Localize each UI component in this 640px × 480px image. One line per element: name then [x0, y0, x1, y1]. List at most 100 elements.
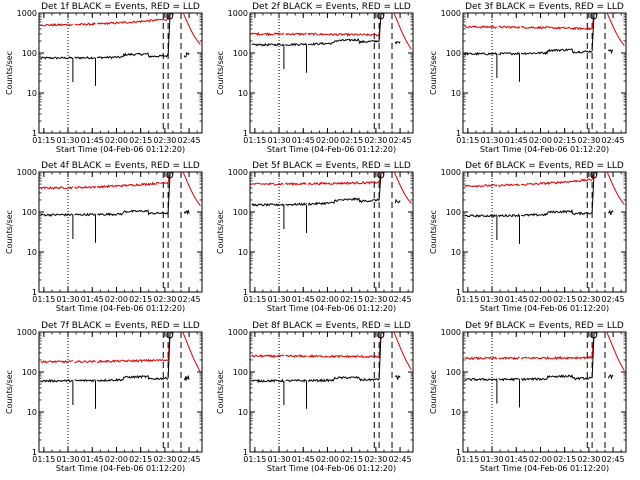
x-tick-label: 02:45	[178, 455, 201, 464]
x-tick-label: 02:45	[389, 295, 412, 304]
y-tick-label: 100	[22, 49, 37, 58]
x-tick-label: 01:15	[32, 455, 55, 464]
y-axis-label: Counts/sec	[429, 210, 438, 254]
lld-series-line	[40, 185, 74, 190]
x-tick-label: 01:30	[481, 295, 504, 304]
y-tick-label: 1	[32, 448, 37, 457]
events-series-line	[74, 212, 96, 217]
y-axis-label: Counts/sec	[216, 210, 225, 254]
x-tick-label: 02:15	[553, 455, 576, 464]
x-tick-label: 01:15	[32, 136, 55, 145]
x-axis-label: Start Time (04-Feb-06 01:12:20)	[267, 304, 396, 313]
x-tick-label: 01:15	[456, 455, 479, 464]
lld-series-line	[464, 183, 498, 188]
y-tick-label: 100	[446, 368, 461, 377]
panel-title: Det 2f BLACK = Events, RED = LLD	[252, 2, 411, 12]
events-series-line	[498, 377, 520, 382]
y-tick-label: 1	[243, 448, 248, 457]
x-tick-label: 02:30	[153, 455, 176, 464]
x-tick-label: 01:45	[292, 136, 315, 145]
plot-frame	[249, 331, 414, 453]
x-tick-label: 01:15	[243, 295, 266, 304]
x-tick-label: 02:30	[577, 136, 600, 145]
events-series-line	[498, 51, 520, 56]
events-series-line	[307, 197, 380, 206]
x-axis-label: Start Time (04-Feb-06 01:12:20)	[267, 145, 396, 154]
x-tick-label: 02:30	[364, 295, 387, 304]
y-tick-label: 10	[238, 248, 248, 257]
events-series-line	[40, 212, 73, 217]
x-tick-label: 01:15	[243, 455, 266, 464]
x-tick-label: 02:00	[316, 455, 339, 464]
x-tick-label: 02:00	[105, 136, 128, 145]
plot-frame	[38, 331, 203, 453]
lld-series-line	[96, 17, 169, 26]
lld-series-line	[307, 32, 380, 37]
x-tick-label: 02:45	[178, 295, 201, 304]
y-tick-label: 1000	[228, 9, 248, 18]
y-tick-label: 10	[451, 89, 461, 98]
events-series-line	[251, 378, 284, 384]
x-tick-label: 01:45	[292, 455, 315, 464]
plot-frame	[249, 171, 414, 293]
lld-decay-line	[606, 171, 625, 205]
events-series-line	[307, 375, 380, 383]
events-series-line	[40, 56, 74, 60]
y-tick-label: 1	[32, 288, 37, 297]
lld-series-line	[307, 180, 380, 186]
x-tick-label: 01:30	[481, 455, 504, 464]
events-series-line	[464, 51, 498, 56]
events-tail-line	[183, 51, 190, 58]
lld-decay-line	[182, 12, 201, 45]
lld-series-line	[285, 181, 307, 187]
y-axis-label: Counts/sec	[429, 51, 438, 95]
x-tick-label: 02:00	[529, 455, 552, 464]
lld-decay-line	[182, 171, 201, 207]
y-tick-label: 100	[233, 368, 248, 377]
x-tick-label: 02:15	[129, 136, 152, 145]
y-tick-label: 100	[233, 49, 248, 58]
panel-title: Det 3f BLACK = Events, RED = LLD	[465, 2, 624, 12]
y-tick-label: 1000	[17, 168, 37, 177]
x-tick-label: 01:45	[292, 295, 315, 304]
x-tick-label: 02:30	[577, 455, 600, 464]
lld-series-line	[96, 181, 169, 189]
saturation-marker	[166, 171, 174, 179]
x-tick-label: 01:45	[505, 295, 528, 304]
x-tick-label: 02:15	[553, 295, 576, 304]
events-series-line	[520, 373, 593, 382]
lld-decay-line	[606, 12, 625, 46]
y-tick-label: 100	[233, 208, 248, 217]
y-tick-label: 1000	[17, 328, 37, 337]
lld-series-line	[498, 356, 520, 361]
detector-panel: Det 2f BLACK = Events, RED = LLD 1 10 100 10…	[216, 2, 414, 154]
y-tick-label: 10	[451, 248, 461, 257]
x-tick-label: 02:15	[340, 136, 363, 145]
x-tick-label: 02:15	[553, 136, 576, 145]
plot-frame	[38, 171, 203, 293]
events-series-line	[285, 42, 307, 47]
lld-series-line	[498, 25, 520, 30]
events-series-line	[40, 379, 74, 383]
x-tick-label: 01:30	[268, 136, 291, 145]
lld-series-line	[40, 359, 74, 364]
y-tick-label: 10	[238, 89, 248, 98]
events-series-line	[520, 48, 593, 56]
x-tick-label: 02:15	[129, 295, 152, 304]
events-series-line	[96, 52, 169, 60]
detector-panel: Det 8f BLACK = Events, RED = LLD 1 10 100 10…	[216, 321, 414, 473]
y-axis-label: Counts/sec	[216, 370, 225, 414]
events-series-line	[307, 37, 380, 46]
x-tick-label: 01:45	[505, 136, 528, 145]
y-tick-label: 1	[243, 129, 248, 138]
y-tick-label: 1	[32, 129, 37, 138]
saturation-marker	[377, 12, 385, 20]
events-tail-line	[607, 209, 614, 216]
detector-panel: Det 9f BLACK = Events, RED = LLD 1 10 100 10…	[429, 321, 627, 473]
plot-frame	[249, 12, 414, 134]
x-tick-label: 02:00	[316, 295, 339, 304]
events-series-line	[285, 379, 307, 383]
events-series-line	[464, 214, 498, 218]
events-series-line	[520, 208, 593, 217]
x-tick-label: 02:45	[389, 455, 412, 464]
